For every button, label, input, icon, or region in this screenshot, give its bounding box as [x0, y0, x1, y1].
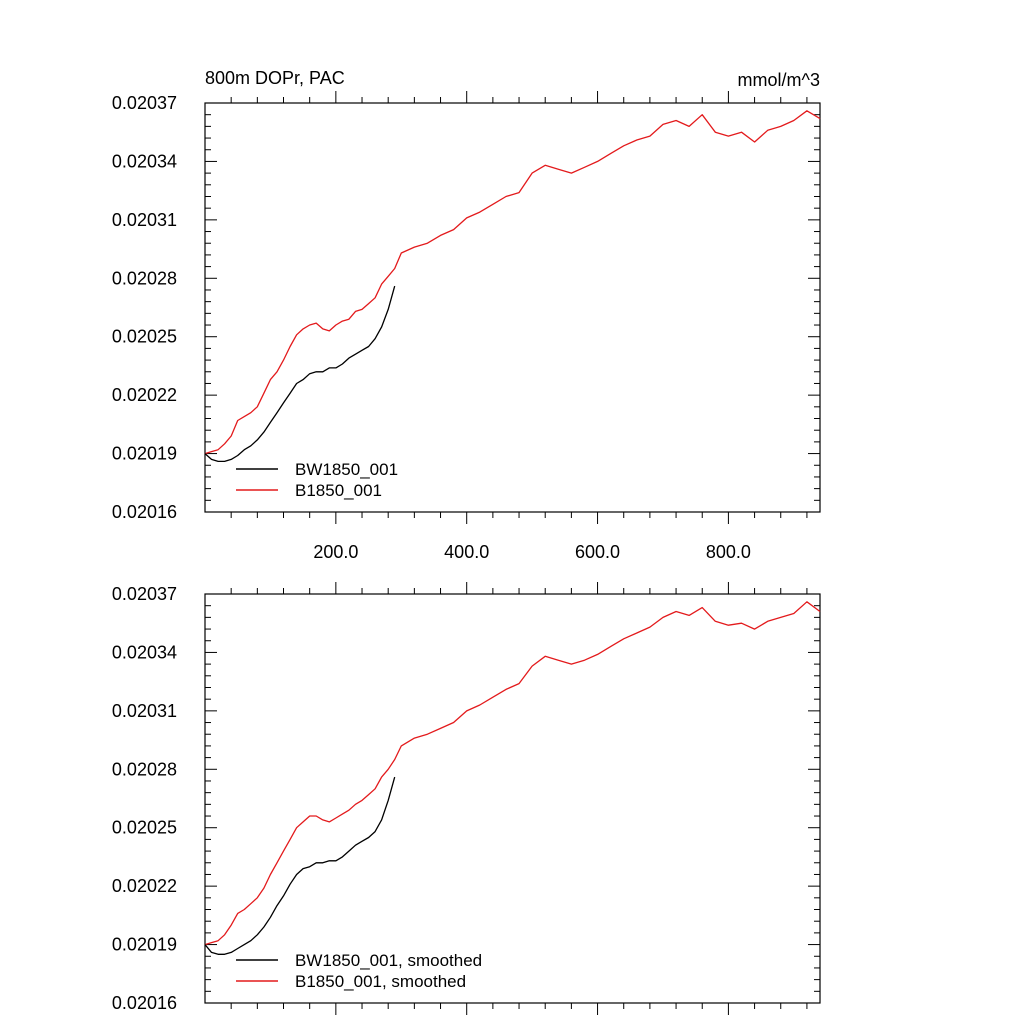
y-tick-label: 0.02031: [112, 210, 177, 230]
y-tick-label: 0.02034: [112, 642, 177, 662]
y-tick-label: 0.02037: [112, 584, 177, 604]
chart-title: 800m DOPr, PAC: [205, 68, 345, 88]
y-tick-label: 0.02022: [112, 876, 177, 896]
y-tick-label: 0.02037: [112, 93, 177, 113]
legend-label: BW1850_001: [295, 460, 398, 479]
x-tick-label: 600.0: [575, 542, 620, 562]
plot-frame: [204, 102, 821, 513]
series-line-0: [204, 285, 396, 463]
legend-label: BW1850_001, smoothed: [295, 951, 482, 970]
y-tick-label: 0.02034: [112, 151, 177, 171]
y-tick-label: 0.02025: [112, 818, 177, 838]
bottom-panel: 0.02016 0.02019 0.02022 0.02025 0.02028 0.020…: [112, 582, 821, 1015]
series-line-1: [204, 601, 821, 946]
y-tick-label: 0.02022: [112, 385, 177, 405]
series-line-1: [204, 110, 821, 455]
top-panel: 800m DOPr, PAC mmol/m^3 0.02016 0.02019 0.…: [112, 68, 821, 562]
x-tick-label: 800.0: [706, 542, 751, 562]
y-tick-label: 0.02031: [112, 701, 177, 721]
y-tick-label: 0.02025: [112, 327, 177, 347]
y-tick-label: 0.02019: [112, 935, 177, 955]
y-tick-label: 0.02016: [112, 502, 177, 522]
legend-label: B1850_001: [295, 481, 382, 500]
y-tick-label: 0.02016: [112, 993, 177, 1013]
x-tick-label: 200.0: [313, 542, 358, 562]
y-tick-label: 0.02019: [112, 444, 177, 464]
series-line-0: [204, 776, 396, 955]
y-tick-label: 0.02028: [112, 268, 177, 288]
x-tick-label: 400.0: [444, 542, 489, 562]
legend-label: B1850_001, smoothed: [295, 972, 466, 991]
plot-frame: [204, 593, 821, 1004]
y-tick-label: 0.02028: [112, 759, 177, 779]
units-label: mmol/m^3: [738, 70, 820, 90]
